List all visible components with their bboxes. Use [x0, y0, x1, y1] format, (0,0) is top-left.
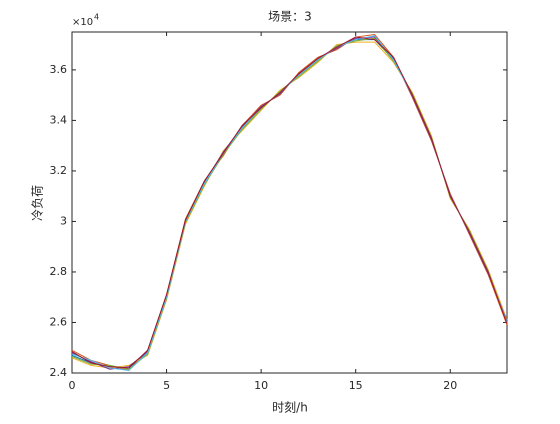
y-axis-label: 冷负荷 [31, 185, 45, 221]
y-tick-label: 2.8 [50, 265, 68, 278]
plot-area [71, 31, 508, 374]
chart-title: 场景：3 [268, 10, 312, 24]
y-multiplier-exponent: 4 [94, 13, 99, 22]
series-line [71, 36, 508, 369]
y-tick-label: 2.4 [50, 366, 68, 379]
x-tick-label: 15 [349, 379, 363, 392]
x-tick-label: 10 [254, 379, 268, 392]
x-tick-label: 0 [69, 379, 76, 392]
x-axis-label: 时刻/h [272, 401, 308, 415]
y-tick-label: 2.6 [50, 315, 68, 328]
x-tick-label: 20 [443, 379, 457, 392]
x-tick-label: 5 [163, 379, 170, 392]
y-multiplier: ×10 [72, 17, 93, 28]
y-tick-label: 3.4 [50, 113, 68, 126]
y-tick-label: 3 [60, 214, 67, 227]
y-tick-label: 3.2 [50, 164, 68, 177]
y-tick-label: 3.6 [50, 63, 68, 76]
